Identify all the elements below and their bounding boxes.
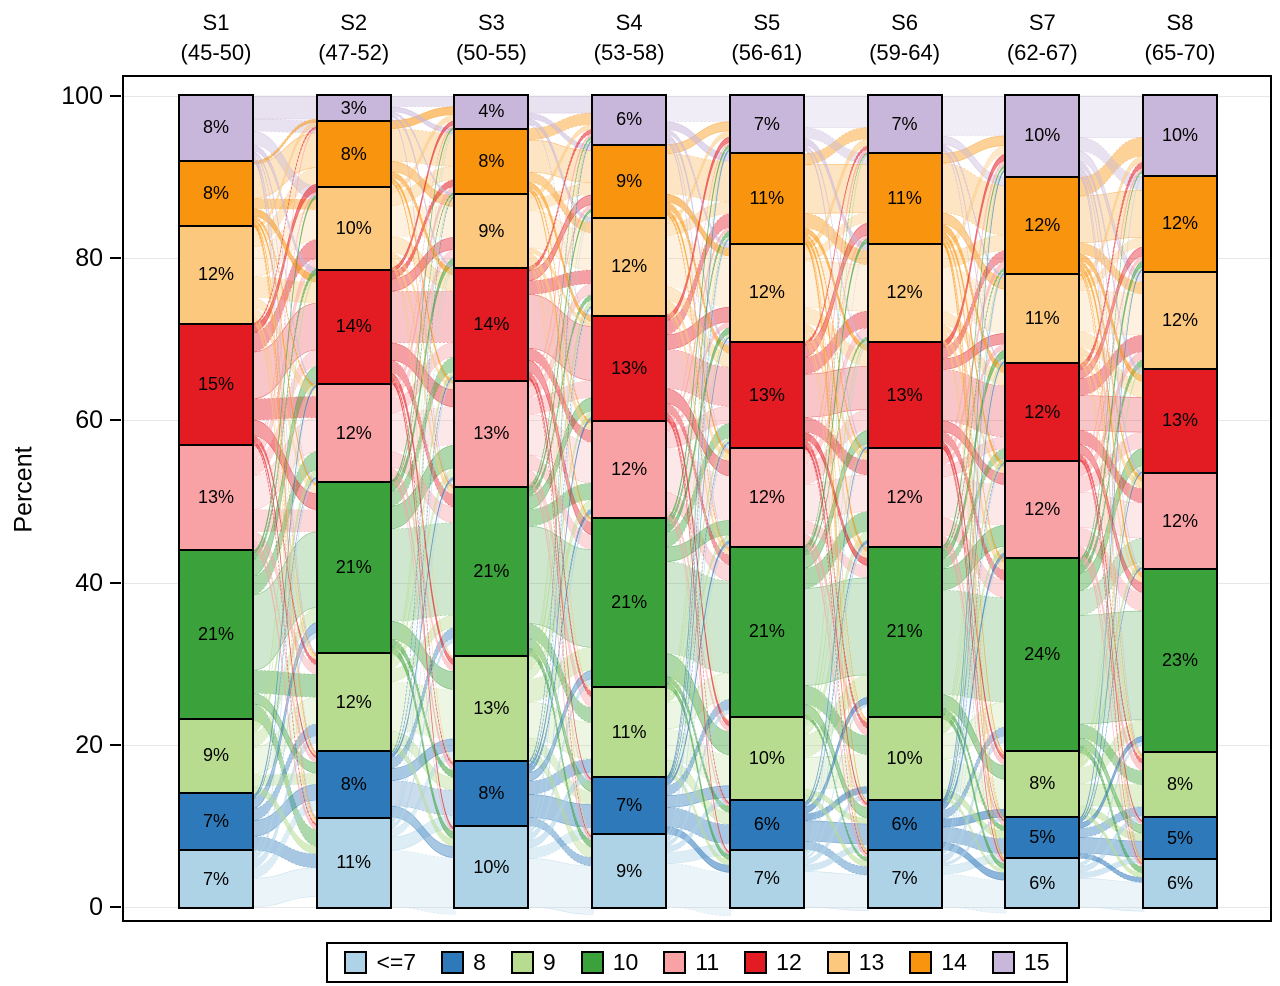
y-tick-label: 0 xyxy=(89,893,103,921)
legend-swatch xyxy=(441,951,465,974)
column-label: S3 xyxy=(477,10,505,35)
column-header: S1 (45-50) xyxy=(141,8,291,67)
legend-label: 14 xyxy=(941,949,967,975)
legend-swatch xyxy=(744,951,768,974)
column-label: S8 xyxy=(1166,10,1194,35)
column-sublabel: (59-64) xyxy=(869,39,941,65)
y-tick-mark xyxy=(110,257,121,260)
legend-swatch xyxy=(510,951,534,974)
y-tick-mark xyxy=(110,581,121,584)
y-axis-title: Percent xyxy=(9,446,38,533)
column-label: S5 xyxy=(753,10,781,35)
y-tick-label: 80 xyxy=(75,244,103,273)
column-sublabel: (47-52) xyxy=(318,39,390,65)
legend-item: 15 xyxy=(991,949,1050,976)
legend: <=7 8 9 10 11 12 13 14 15 xyxy=(326,942,1068,983)
plot-frame xyxy=(122,75,1272,922)
legend-wrap: <=7 8 9 10 11 12 13 14 15 xyxy=(122,942,1272,983)
column-label: S1 xyxy=(202,10,230,35)
legend-item: 14 xyxy=(909,949,967,976)
column-label: S2 xyxy=(340,10,368,35)
column-sublabel: (53-58) xyxy=(593,39,665,65)
column-header: S4 (53-58) xyxy=(554,8,704,67)
legend-item: <=7 xyxy=(344,949,416,976)
gridline xyxy=(124,582,1270,584)
legend-label: 12 xyxy=(776,949,802,975)
y-tick-mark xyxy=(110,95,121,97)
y-tick-mark xyxy=(110,743,121,746)
column-label: S7 xyxy=(1028,10,1056,35)
column-label: S4 xyxy=(615,10,643,35)
legend-item: 13 xyxy=(826,949,885,976)
legend-item: 9 xyxy=(510,949,556,976)
legend-item: 8 xyxy=(441,949,486,976)
column-header: S7 (62-67) xyxy=(967,8,1117,67)
column-header: S6 (59-64) xyxy=(830,8,980,67)
legend-item: 11 xyxy=(663,949,719,976)
column-sublabel: (50-55) xyxy=(455,39,527,65)
legend-swatch xyxy=(909,951,933,974)
column-header: S3 (50-55) xyxy=(416,8,566,67)
column-sublabel: (65-70) xyxy=(1144,39,1216,65)
legend-label: 8 xyxy=(473,949,486,975)
gridline xyxy=(124,907,1270,908)
legend-label: 13 xyxy=(858,949,885,975)
legend-label: 9 xyxy=(542,949,556,975)
legend-label: 11 xyxy=(695,949,720,975)
legend-swatch xyxy=(580,951,604,974)
y-tick-mark xyxy=(110,906,121,908)
legend-item: 12 xyxy=(744,949,802,976)
legend-label: 15 xyxy=(1023,949,1050,975)
gridline xyxy=(124,258,1270,260)
y-tick-label: 60 xyxy=(75,406,103,435)
legend-swatch xyxy=(663,951,687,974)
y-tick-label: 100 xyxy=(61,82,103,110)
legend-label: 10 xyxy=(612,949,639,975)
legend-swatch xyxy=(991,951,1015,974)
y-tick-label: 40 xyxy=(75,568,103,597)
legend-label: <=7 xyxy=(376,949,417,975)
legend-swatch xyxy=(826,951,850,974)
column-header: S2 (47-52) xyxy=(279,8,429,67)
y-tick-mark xyxy=(110,419,121,422)
y-tick-label: 20 xyxy=(75,730,103,759)
gridline xyxy=(124,420,1270,422)
legend-item: 10 xyxy=(580,949,639,976)
column-header: S5 (56-61) xyxy=(692,8,842,67)
column-label: S6 xyxy=(891,10,919,35)
legend-swatch xyxy=(344,951,368,974)
gridline xyxy=(124,96,1270,97)
column-sublabel: (56-61) xyxy=(731,39,803,65)
column-sublabel: (45-50) xyxy=(180,39,252,65)
column-sublabel: (62-67) xyxy=(1006,39,1078,65)
gridline xyxy=(124,744,1270,746)
column-header: S8 (65-70) xyxy=(1105,8,1255,67)
